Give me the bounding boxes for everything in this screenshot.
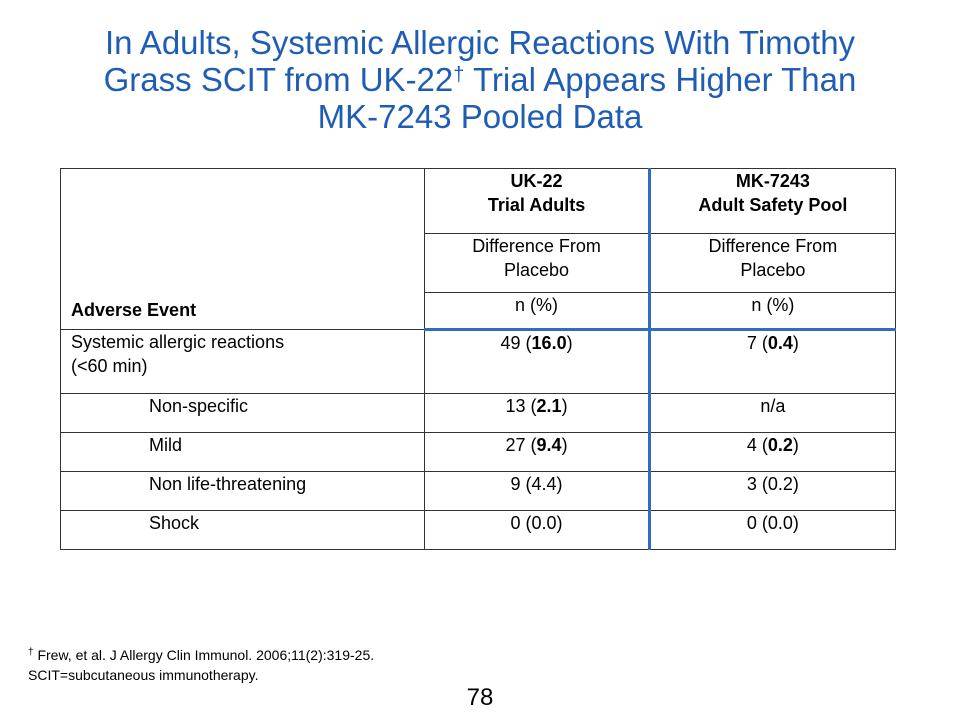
uk22-n: 27: [505, 435, 526, 455]
header-mk7243-line1: MK-7243: [735, 171, 810, 191]
row-label-line1: Systemic allergic reactions: [71, 332, 285, 352]
table-row: Non-specific 13 (2.1) n/a: [59, 393, 897, 433]
uk22-n: 49: [500, 333, 521, 353]
diff-line1: Difference From: [708, 236, 838, 256]
diff-line1: Difference From: [472, 236, 601, 256]
footnote-dagger: †: [28, 647, 34, 658]
footnote-citation: Frew, et al. J Allergy Clin Immunol. 200…: [33, 647, 375, 663]
uk22-value: 13 (2.1): [424, 393, 650, 433]
mk7243-value: 0 (0.0): [647, 510, 897, 550]
slide-title: In Adults, Systemic Allergic Reactions W…: [20, 24, 940, 135]
header-mk7243-unit: n (%): [647, 292, 897, 331]
uk22-pct: 2.1: [536, 396, 562, 416]
uk22-value: 0 (0.0): [424, 510, 650, 550]
title-dagger: †: [453, 64, 465, 86]
row-label: Non-specific: [59, 393, 426, 433]
mk-pct: 0.2: [767, 435, 793, 455]
page-number: 78: [466, 684, 494, 711]
row-label: Mild: [59, 432, 426, 472]
table-row: Systemic allergic reactions (<60 min) 49…: [59, 329, 897, 394]
footnote: † Frew, et al. J Allergy Clin Immunol. 2…: [28, 645, 374, 685]
uk22-value: 27 (9.4): [424, 432, 650, 472]
diff-line2: Placebo: [504, 260, 570, 280]
uk22-value: 49 (16.0): [424, 329, 650, 394]
row-label: Non life-threatening: [59, 471, 426, 511]
mk7243-value: 7 (0.4): [647, 329, 897, 394]
diff-line2: Placebo: [740, 260, 806, 280]
title-line-2: Grass SCIT from UK-22† Trial Appears Hig…: [20, 61, 940, 98]
header-mk7243: MK-7243 Adult Safety Pool: [647, 168, 897, 234]
table-row: Mild 27 (9.4) 4 (0.2): [59, 432, 897, 472]
title-line-3: MK-7243 Pooled Data: [317, 98, 643, 135]
header-mk7243-difference: Difference From Placebo: [647, 233, 897, 293]
uk22-value: 9 (4.4): [424, 471, 650, 511]
table-row: Shock 0 (0.0) 0 (0.0): [59, 510, 897, 550]
adverse-event-table: Adverse Event UK-22 Trial Adults MK-7243…: [59, 168, 897, 550]
table-row: Non life-threatening 9 (4.4) 3 (0.2): [59, 471, 897, 511]
title-line-2-pre: Grass SCIT from UK-22: [103, 61, 454, 98]
header-row-difference: Difference From Placebo Difference From …: [61, 233, 897, 293]
header-uk22-line1: UK-22: [510, 171, 563, 191]
row-label-line2: (<60 min): [71, 356, 148, 376]
header-uk22-line2: Trial Adults: [487, 195, 586, 215]
header-uk22-difference: Difference From Placebo: [424, 233, 650, 293]
uk22-pct: 16.0: [531, 333, 567, 353]
title-line-1: In Adults, Systemic Allergic Reactions W…: [104, 24, 856, 61]
mk7243-value: 3 (0.2): [647, 471, 897, 511]
mk-pct: 0.4: [767, 333, 793, 353]
header-uk22-unit: n (%): [424, 292, 650, 331]
header-mk7243-line2: Adult Safety Pool: [698, 195, 848, 215]
footnote-abbreviation: SCIT=subcutaneous immunotherapy.: [28, 667, 259, 683]
footnote-reference: † Frew, et al. J Allergy Clin Immunol. 2…: [28, 645, 374, 665]
header-row-unit: n (%) n (%): [61, 292, 897, 331]
uk22-n: 13: [505, 396, 526, 416]
mk7243-value: n/a: [647, 393, 897, 433]
mk-n: 7: [746, 333, 757, 353]
uk22-pct: 9.4: [536, 435, 562, 455]
mk-n: 4: [746, 435, 757, 455]
row-label: Shock: [59, 510, 426, 550]
header-adverse-event: Adverse Event: [59, 168, 426, 330]
header-uk22: UK-22 Trial Adults: [424, 168, 650, 234]
header-row-study: Adverse Event UK-22 Trial Adults MK-7243…: [59, 168, 897, 330]
mk7243-value: 4 (0.2): [647, 432, 897, 472]
row-label: Systemic allergic reactions (<60 min): [59, 329, 426, 394]
title-line-2-post: Trial Appears Higher Than: [464, 61, 857, 98]
